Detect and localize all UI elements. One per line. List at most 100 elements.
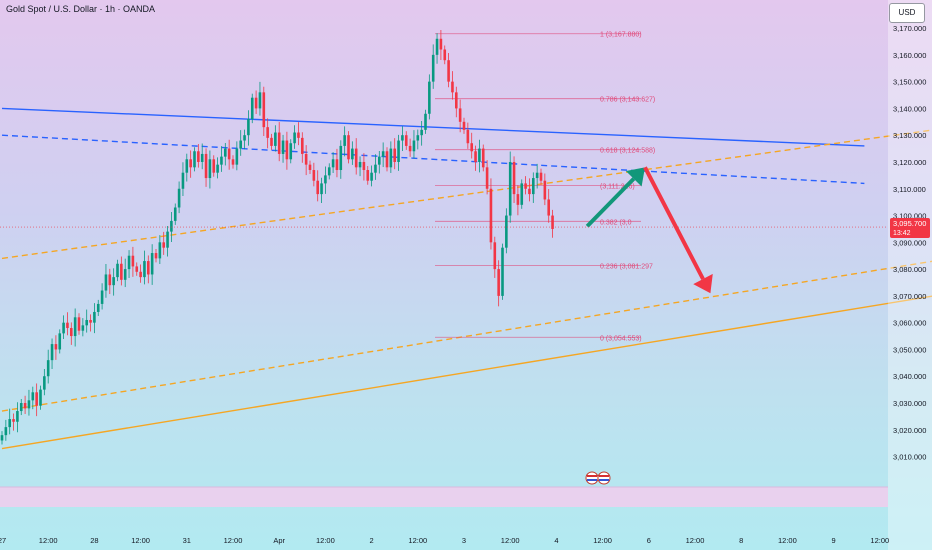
projection-arrow-up bbox=[585, 177, 636, 228]
candle-body bbox=[435, 38, 439, 55]
candle-body bbox=[470, 143, 473, 152]
candle-body bbox=[85, 319, 88, 326]
projection-arrowhead-down bbox=[693, 273, 713, 294]
time-tick-label: 8 bbox=[739, 536, 743, 545]
candle-body bbox=[81, 325, 85, 331]
candle-body bbox=[489, 188, 493, 243]
candle-body bbox=[404, 135, 408, 146]
candle-body bbox=[19, 403, 23, 412]
candle-body bbox=[331, 159, 335, 168]
candle-body bbox=[104, 274, 108, 291]
candle-body bbox=[235, 148, 239, 165]
candle-body bbox=[478, 148, 481, 162]
candle-body bbox=[528, 188, 531, 195]
candle-body bbox=[416, 135, 420, 141]
candle-body bbox=[443, 49, 447, 61]
candle-body bbox=[312, 170, 316, 181]
candle-body bbox=[451, 81, 454, 93]
price-tick-label: 3,080.000 bbox=[893, 265, 926, 274]
candle-body bbox=[543, 180, 547, 200]
trendline-orange-mid bbox=[1, 260, 932, 412]
candle-body bbox=[289, 143, 293, 160]
candle-body bbox=[447, 60, 450, 82]
time-tick-label: 31 bbox=[183, 536, 191, 545]
candle-body bbox=[262, 92, 266, 128]
candle-body bbox=[258, 92, 262, 109]
candle-body bbox=[62, 322, 65, 334]
candle-body bbox=[77, 317, 81, 331]
us-flag-icon[interactable] bbox=[585, 471, 599, 485]
candle-body bbox=[173, 207, 177, 221]
event-flags[interactable] bbox=[585, 471, 611, 485]
candle-body bbox=[293, 132, 296, 144]
currency-button[interactable]: USD bbox=[889, 3, 925, 23]
candle-body bbox=[389, 148, 393, 168]
current-price-countdown: 13:42 bbox=[893, 230, 911, 237]
candle-body bbox=[139, 271, 142, 278]
price-tick-label: 3,100.000 bbox=[893, 212, 926, 221]
candle-body bbox=[58, 333, 62, 350]
candle-body bbox=[431, 54, 435, 82]
candle-body bbox=[501, 247, 504, 296]
candle-body bbox=[462, 121, 466, 130]
price-tick-label: 3,130.000 bbox=[893, 131, 926, 140]
candle-body bbox=[35, 392, 38, 406]
time-tick-label: 3 bbox=[462, 536, 466, 545]
candle-body bbox=[8, 419, 11, 428]
projection-arrow-down bbox=[643, 166, 705, 280]
fib-level-label: (3,111.216) bbox=[600, 184, 635, 191]
candle-body bbox=[12, 419, 15, 422]
candle-body bbox=[516, 194, 520, 205]
candle-body bbox=[108, 274, 112, 286]
candle-body bbox=[281, 140, 285, 154]
candle-body bbox=[374, 164, 377, 173]
candle-body bbox=[458, 108, 462, 122]
candle-body bbox=[481, 148, 485, 168]
time-tick-label: 27 bbox=[0, 536, 6, 545]
time-tick-label: 28 bbox=[90, 536, 98, 545]
candle-body bbox=[316, 180, 319, 195]
time-tick-label: 9 bbox=[832, 536, 836, 545]
candle-body bbox=[4, 427, 8, 436]
candle-body bbox=[535, 172, 539, 179]
candle-body bbox=[227, 148, 231, 160]
candle-body bbox=[320, 183, 323, 195]
candle-body bbox=[54, 344, 58, 350]
fib-level-label: 0.236 (3,081.297 bbox=[600, 264, 653, 271]
time-tick-label: 6 bbox=[647, 536, 651, 545]
candle-body bbox=[39, 389, 42, 406]
candle-body bbox=[220, 156, 223, 165]
fib-level-label: 1 (3,167.880) bbox=[600, 32, 642, 39]
candle-body bbox=[308, 164, 312, 171]
time-tick-label: 12:00 bbox=[131, 536, 150, 545]
candle-body bbox=[301, 137, 304, 154]
candle-body bbox=[358, 161, 362, 168]
candle-body bbox=[455, 92, 458, 109]
us-flag-icon[interactable] bbox=[597, 471, 611, 485]
price-tick-label: 3,150.000 bbox=[893, 78, 926, 87]
candle-body bbox=[270, 137, 273, 146]
candle-body bbox=[485, 167, 489, 189]
candle-body bbox=[46, 360, 50, 377]
fib-level-label: 0.382 (3,0 bbox=[600, 219, 632, 226]
candle-body bbox=[250, 97, 254, 120]
flag-stripe bbox=[599, 475, 609, 477]
candle-body bbox=[524, 183, 527, 189]
flag-stripe bbox=[587, 479, 597, 481]
price-tick-label: 3,140.000 bbox=[893, 104, 926, 113]
candle-body bbox=[185, 159, 189, 173]
time-tick-label: Apr bbox=[273, 536, 285, 545]
candle-body bbox=[381, 151, 385, 157]
price-axis-background bbox=[888, 0, 932, 550]
candle-body bbox=[354, 148, 358, 168]
bottom-strip bbox=[0, 486, 888, 507]
trendline-orange-support bbox=[1, 295, 932, 450]
candle-body bbox=[89, 319, 92, 323]
trendline-blue-mid bbox=[1, 134, 865, 185]
candle-body bbox=[23, 403, 27, 409]
candle-body bbox=[351, 148, 354, 160]
time-tick-label: 12:00 bbox=[316, 536, 335, 545]
